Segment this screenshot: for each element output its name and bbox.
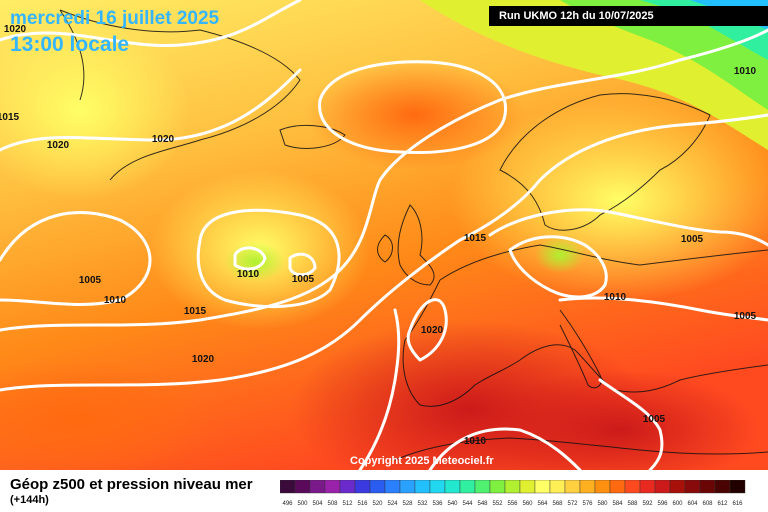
legend-label: 612: [717, 501, 728, 507]
isobar-label: 1015: [0, 112, 20, 123]
isobar-label: 1005: [292, 274, 315, 285]
legend-swatch: [534, 480, 551, 494]
legend-swatch: [489, 480, 506, 494]
legend-label: 548: [477, 501, 488, 507]
legend-label: 500: [297, 501, 308, 507]
legend-swatch: [339, 480, 356, 494]
isobar-label: 1010: [734, 66, 757, 77]
legend-swatch: [280, 480, 296, 494]
legend-label: 512: [342, 501, 353, 507]
forecast-date: mercredi 16 juillet 2025: [10, 8, 220, 29]
legend-label: 528: [402, 501, 413, 507]
legend-label: 544: [462, 501, 473, 507]
legend-swatch: [609, 480, 626, 494]
legend-swatch: [294, 480, 311, 494]
legend-label: 568: [552, 501, 563, 507]
legend-label: 540: [447, 501, 458, 507]
legend-swatch: [549, 480, 566, 494]
legend-swatch: [309, 480, 326, 494]
isobar-label: 1020: [421, 325, 444, 336]
legend-swatch: [729, 480, 746, 494]
legend-label: 592: [642, 501, 653, 507]
legend-swatch: [564, 480, 581, 494]
legend-swatch: [519, 480, 536, 494]
legend-swatch: [459, 480, 476, 494]
isobar-label: 1010: [237, 269, 260, 280]
legend-swatch: [639, 480, 656, 494]
legend-label: 616: [732, 501, 743, 507]
legend-label: 504: [312, 501, 323, 507]
legend-label: 560: [522, 501, 533, 507]
legend-label: 520: [372, 501, 383, 507]
legend-swatch: [369, 480, 386, 494]
legend-swatch: [654, 480, 671, 494]
legend-swatch: [699, 480, 716, 494]
legend-swatch: [324, 480, 341, 494]
legend-swatch: [444, 480, 461, 494]
isobar-labels: 1020101510201020101010151005101010051005…: [0, 24, 757, 447]
map-caption: Géop z500 et pression niveau mer: [10, 476, 253, 493]
legend-label: 600: [672, 501, 683, 507]
legend-label: 584: [612, 501, 623, 507]
legend-label: 552: [492, 501, 503, 507]
legend-label: 532: [417, 501, 428, 507]
isobar-label: 1005: [643, 414, 666, 425]
isobar-label: 1005: [734, 311, 757, 322]
legend-label: 596: [657, 501, 668, 507]
legend-label: 508: [327, 501, 338, 507]
legend-label: 572: [567, 501, 578, 507]
legend-label: 524: [387, 501, 398, 507]
legend-swatch: [624, 480, 641, 494]
isobar-label: 1020: [47, 140, 70, 151]
legend-swatch: [474, 480, 491, 494]
legend-label: 496: [282, 501, 293, 507]
legend-swatch: [429, 480, 446, 494]
legend-swatch: [384, 480, 401, 494]
isobar-label: 1020: [4, 24, 27, 35]
isobar-label: 1015: [184, 306, 207, 317]
legend-swatch: [714, 480, 731, 494]
legend-swatch: [669, 480, 686, 494]
legend-label: 564: [537, 501, 548, 507]
isobar-label: 1010: [464, 436, 487, 447]
legend-swatch: [504, 480, 521, 494]
legend-label: 580: [597, 501, 608, 507]
legend-label: 608: [702, 501, 713, 507]
legend-swatch: [684, 480, 701, 494]
legend-swatch: [354, 480, 371, 494]
color-scale-legend: 496 500 504 508 512 516 520 524 528 532 536 540 544 5…: [280, 480, 746, 507]
isobar-label: 1020: [152, 134, 175, 145]
copyright-text: Copyright 2025 Meteociel.fr: [350, 455, 494, 467]
legend-swatch: [399, 480, 416, 494]
legend-label: 536: [432, 501, 443, 507]
isobar-label: 1010: [604, 292, 627, 303]
isobar-label: 1015: [464, 233, 487, 244]
forecast-local-time: 13:00 locale: [10, 33, 130, 56]
legend-label: 604: [687, 501, 698, 507]
legend-label: 516: [357, 501, 368, 507]
legend-label: 576: [582, 501, 593, 507]
isobar-label: 1005: [681, 234, 704, 245]
legend-swatch: [579, 480, 596, 494]
legend-swatch: [594, 480, 611, 494]
isobar-label: 1020: [192, 354, 215, 365]
legend-label: 556: [507, 501, 518, 507]
lead-time: (+144h): [10, 494, 49, 506]
weather-map: 1020101510201020101010151005101010051005…: [0, 0, 768, 470]
isobar-label: 1005: [79, 275, 102, 286]
isobar-label: 1010: [104, 295, 127, 306]
legend-swatch: [414, 480, 431, 494]
legend-label: 588: [627, 501, 638, 507]
run-info-badge: Run UKMO 12h du 10/07/2025: [489, 6, 768, 26]
